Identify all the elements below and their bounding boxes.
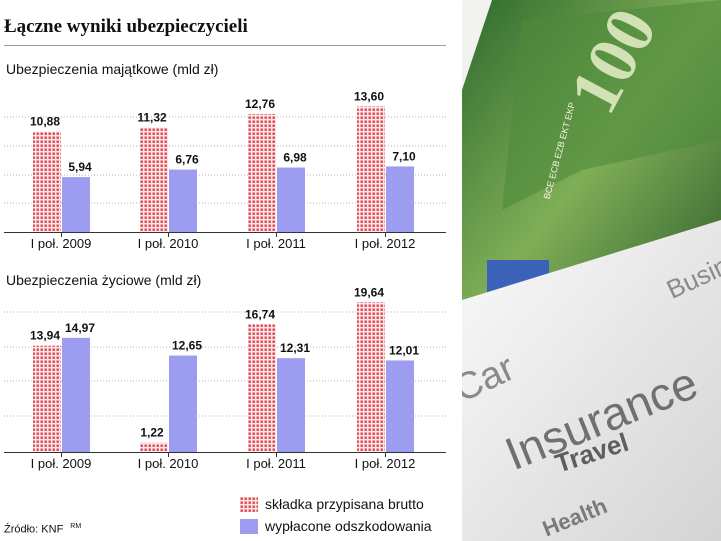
infographic-title: Łączne wyniki ubezpieczycieli [4,16,248,37]
bar-premium [140,127,168,232]
category-label: I poł. 2009 [31,456,92,471]
value-label-payout: 12,31 [280,341,310,355]
value-label-premium: 16,74 [245,307,275,321]
category-label: I poł. 2010 [138,456,199,471]
category-label: I poł. 2011 [246,236,306,251]
bar-premium [33,345,61,452]
value-label-payout: 14,97 [65,321,95,335]
life-insurance-chart: 13,94 14,97 I poł. 2009 1,22 12,65 I poł. 201… [4,285,446,471]
category-label: I poł. 2012 [355,456,416,471]
bar-payout [62,177,90,232]
infographic-panel: Łączne wyniki ubezpieczycieli Ubezpiecze… [4,16,446,536]
bar-payout [386,166,414,232]
chart-2-title: Ubezpieczenia życiowe (mld zł) [6,272,202,288]
source-note: Źródło: KNF RM [4,523,81,536]
value-label-premium: 19,64 [354,285,384,299]
category-label: I poł. 2012 [355,236,416,251]
bar-premium [357,302,385,452]
bar-premium [248,324,276,452]
bar-premium [33,131,61,232]
legend-swatch-premium [240,497,258,512]
value-label-payout: 6,98 [283,151,307,165]
value-label-premium: 12,76 [245,97,275,111]
euro-banknote-photo: 100 BCE ECB EZB EKT EKP Insurance Travel… [462,0,721,541]
source-mark: RM [70,523,82,530]
value-label-payout: 5,94 [68,160,92,174]
bar-payout [386,360,414,452]
bar-premium [140,442,168,452]
value-label-payout: 6,76 [175,153,199,167]
value-label-premium: 13,60 [354,89,384,103]
photo-illustration: 100 BCE ECB EZB EKT EKP Insurance Travel… [462,0,721,541]
bar-premium [357,106,385,232]
title-divider [4,45,446,46]
bar-premium [248,114,276,232]
value-label-premium: 13,94 [30,329,60,343]
value-label-payout: 7,10 [392,149,416,163]
bar-payout [277,167,305,232]
bar-payout [277,358,305,452]
value-label-premium: 11,32 [137,110,167,124]
legend-label-premium: składka przypisana brutto [265,496,424,512]
bar-payout [169,169,197,232]
category-label: I poł. 2011 [246,456,306,471]
chart-1-title: Ubezpieczenia majątkowe (mld zł) [6,61,219,77]
bar-payout [62,337,90,452]
legend-swatch-payout [240,519,258,534]
value-label-payout: 12,01 [389,343,419,357]
source-text: Źródło: KNF [4,523,64,536]
value-label-payout: 12,65 [172,339,202,353]
bar-payout [169,355,197,452]
value-label-premium: 10,88 [30,115,60,129]
value-label-premium: 1,22 [140,426,164,440]
property-insurance-chart: 10,88 5,94 I poł. 2009 11,32 6,76 I poł. 2010… [4,89,446,251]
envelope-shape [462,220,721,541]
category-label: I poł. 2010 [138,236,199,251]
legend-label-payout: wypłacone odszkodowania [265,518,432,534]
category-label: I poł. 2009 [31,236,92,251]
